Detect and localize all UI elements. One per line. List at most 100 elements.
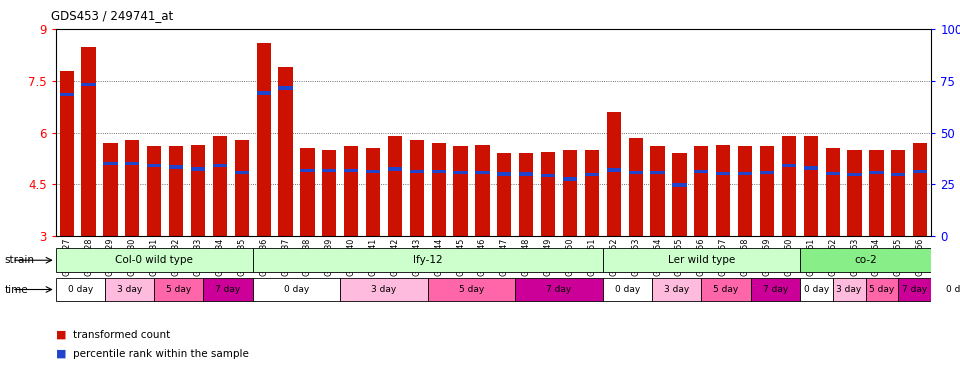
Bar	[388, 167, 402, 171]
Bar	[323, 169, 336, 172]
Text: 3 day: 3 day	[664, 285, 689, 294]
Bar	[899, 277, 931, 302]
Bar	[155, 277, 204, 302]
Bar	[870, 150, 883, 236]
Bar	[428, 277, 516, 302]
Bar	[213, 136, 227, 236]
Text: 5 day: 5 day	[713, 285, 738, 294]
Bar	[804, 136, 818, 236]
Bar	[563, 150, 577, 236]
Bar	[651, 171, 664, 174]
Bar	[82, 83, 96, 86]
Bar	[60, 71, 74, 236]
Bar	[891, 150, 905, 236]
Bar	[519, 172, 534, 176]
Bar	[169, 146, 183, 236]
Bar	[781, 136, 796, 236]
Text: 5 day: 5 day	[870, 285, 895, 294]
Text: strain: strain	[5, 255, 35, 265]
Bar	[607, 168, 621, 172]
Bar	[931, 277, 960, 302]
Bar	[913, 143, 927, 236]
Text: 0 day: 0 day	[946, 285, 960, 294]
Bar	[56, 248, 252, 272]
Bar	[453, 146, 468, 236]
Text: time: time	[5, 284, 29, 295]
Bar	[800, 277, 832, 302]
Text: transformed count: transformed count	[73, 330, 170, 340]
Bar	[694, 170, 708, 173]
Text: 0 day: 0 day	[284, 285, 309, 294]
Bar	[563, 178, 577, 181]
Bar	[125, 162, 139, 165]
Bar	[105, 277, 155, 302]
Text: co-2: co-2	[854, 255, 876, 265]
Bar	[252, 248, 603, 272]
Bar	[541, 174, 555, 178]
Bar	[497, 172, 512, 176]
Bar	[913, 169, 927, 173]
Bar	[716, 145, 731, 236]
Bar	[323, 150, 336, 236]
Bar	[800, 248, 931, 272]
Bar	[738, 146, 753, 236]
Bar	[147, 146, 161, 236]
Bar	[760, 171, 774, 174]
Text: Ler wild type: Ler wild type	[668, 255, 735, 265]
Bar	[629, 171, 643, 174]
Text: 7 day: 7 day	[762, 285, 788, 294]
Text: 7 day: 7 day	[546, 285, 572, 294]
Text: 0 day: 0 day	[67, 285, 93, 294]
Bar	[453, 171, 468, 174]
Bar	[694, 146, 708, 236]
Bar	[585, 150, 599, 236]
Bar	[104, 162, 117, 165]
Bar	[738, 172, 753, 175]
Bar	[432, 169, 445, 173]
Bar	[751, 277, 800, 302]
Text: 7 day: 7 day	[902, 285, 927, 294]
Bar	[169, 165, 183, 169]
Bar	[870, 171, 883, 174]
Bar	[519, 153, 534, 236]
Bar	[278, 86, 293, 90]
Bar	[781, 164, 796, 167]
Text: 3 day: 3 day	[117, 285, 142, 294]
Bar	[125, 139, 139, 236]
Bar	[516, 277, 603, 302]
Bar	[760, 146, 774, 236]
Bar	[826, 148, 840, 236]
Bar	[651, 146, 664, 236]
Bar	[366, 148, 380, 236]
Bar	[60, 93, 74, 97]
Bar	[672, 153, 686, 236]
Bar	[300, 169, 315, 172]
Bar	[82, 46, 96, 236]
Bar	[475, 145, 490, 236]
Bar	[410, 169, 424, 173]
Bar	[475, 171, 490, 174]
Bar	[497, 153, 512, 236]
Text: GDS453 / 249741_at: GDS453 / 249741_at	[51, 9, 173, 22]
Bar	[213, 164, 227, 167]
Bar	[585, 173, 599, 176]
Bar	[388, 136, 402, 236]
Bar	[848, 150, 862, 236]
Bar	[804, 166, 818, 169]
Bar	[278, 67, 293, 236]
Bar	[629, 138, 643, 236]
Text: 5 day: 5 day	[459, 285, 484, 294]
Bar	[234, 139, 249, 236]
Bar	[344, 169, 358, 172]
Bar	[191, 145, 205, 236]
Text: 0 day: 0 day	[804, 285, 828, 294]
Text: 5 day: 5 day	[166, 285, 191, 294]
Bar	[541, 152, 555, 236]
Text: 7 day: 7 day	[215, 285, 241, 294]
Bar	[56, 277, 105, 302]
Bar	[410, 139, 424, 236]
Bar	[891, 173, 905, 176]
Text: Col-0 wild type: Col-0 wild type	[115, 255, 193, 265]
Bar	[234, 171, 249, 174]
Bar	[344, 146, 358, 236]
